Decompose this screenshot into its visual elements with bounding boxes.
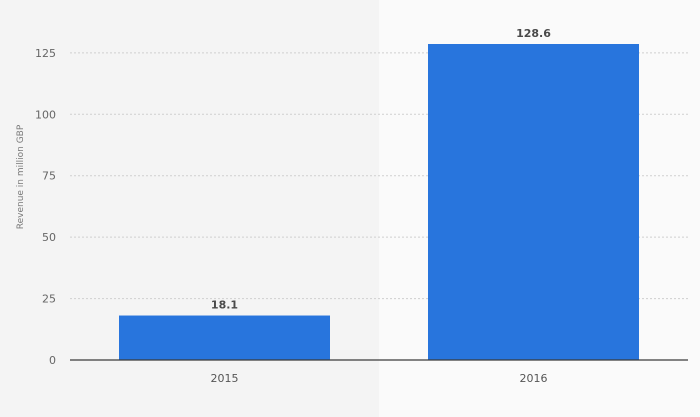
bars [119,44,639,360]
bar-2016 [428,44,639,360]
gridlines [70,52,688,300]
y-axis-ticks: 0 25 50 75 100 125 [35,47,56,367]
y-tick-label-25: 25 [42,293,56,306]
y-tick-label-50: 50 [42,231,56,244]
y-tick-label-100: 100 [35,108,56,121]
x-axis-labels: 2015 2016 [211,372,548,385]
y-tick-label-125: 125 [35,47,56,60]
data-labels: 18.1 128.6 [211,27,551,312]
y-tick-label-75: 75 [42,170,56,183]
x-tick-label-2016: 2016 [520,372,548,385]
x-tick-label-2015: 2015 [211,372,239,385]
y-axis-title: Revenue in million GBP [16,124,26,229]
data-label-2016: 128.6 [516,27,551,40]
data-label-2015: 18.1 [211,299,238,312]
bar-2015 [119,315,330,360]
y-tick-label-0: 0 [49,354,56,367]
